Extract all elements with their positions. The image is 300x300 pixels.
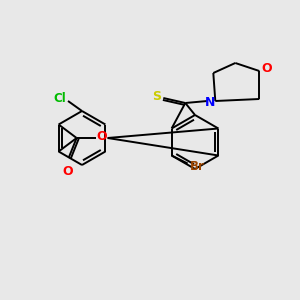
Text: N: N [205,95,215,109]
Text: Br: Br [190,160,205,173]
Text: S: S [152,91,161,103]
Text: O: O [62,165,73,178]
Text: Cl: Cl [54,92,66,104]
Text: O: O [261,61,272,74]
Text: O: O [96,130,107,143]
